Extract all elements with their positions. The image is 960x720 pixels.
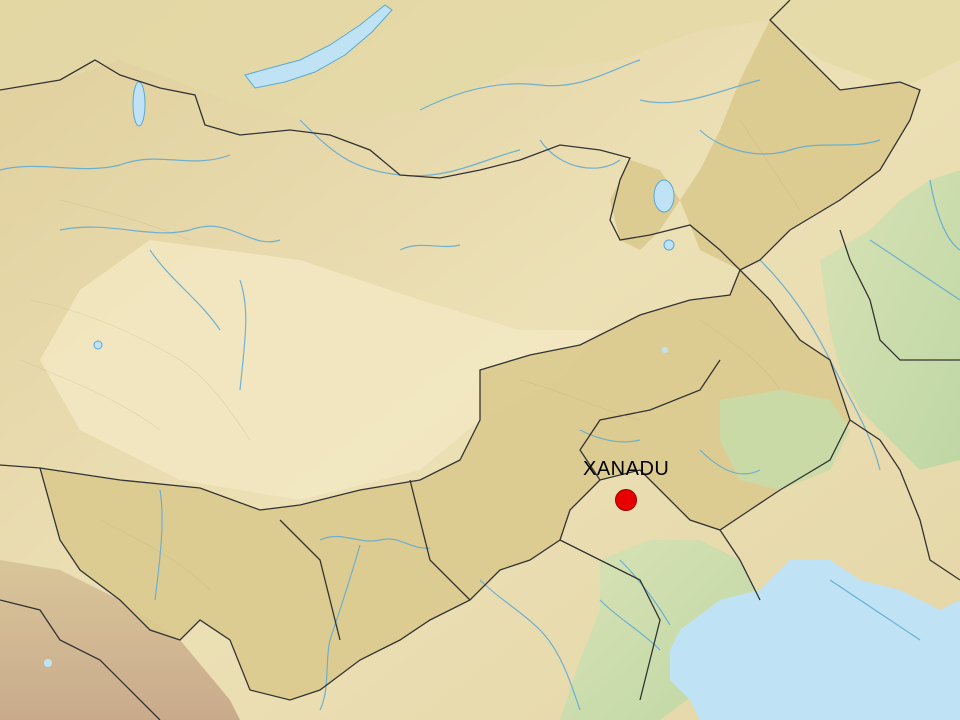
lake-small-4: [662, 347, 668, 353]
northern-terrain: [0, 0, 960, 120]
lake-small-1: [663, 239, 675, 251]
lake-small-2: [93, 340, 103, 350]
lake-baikal: [244, 4, 393, 89]
southwest-mountains: [0, 560, 240, 720]
lake-hulun: [653, 179, 675, 213]
lake-small-3: [44, 659, 52, 667]
xanadu-label: XANADU: [583, 458, 670, 480]
relief-shading: [19, 119, 801, 591]
inner-mongolia-region: [40, 20, 920, 700]
northeast-plain: [820, 170, 960, 470]
manchuria-green: [720, 390, 850, 490]
lake-khovsgol: [132, 81, 146, 127]
bohai-sea: [670, 560, 960, 720]
gobi-desert: [40, 240, 600, 500]
location-dot-icon[interactable]: [615, 489, 637, 511]
